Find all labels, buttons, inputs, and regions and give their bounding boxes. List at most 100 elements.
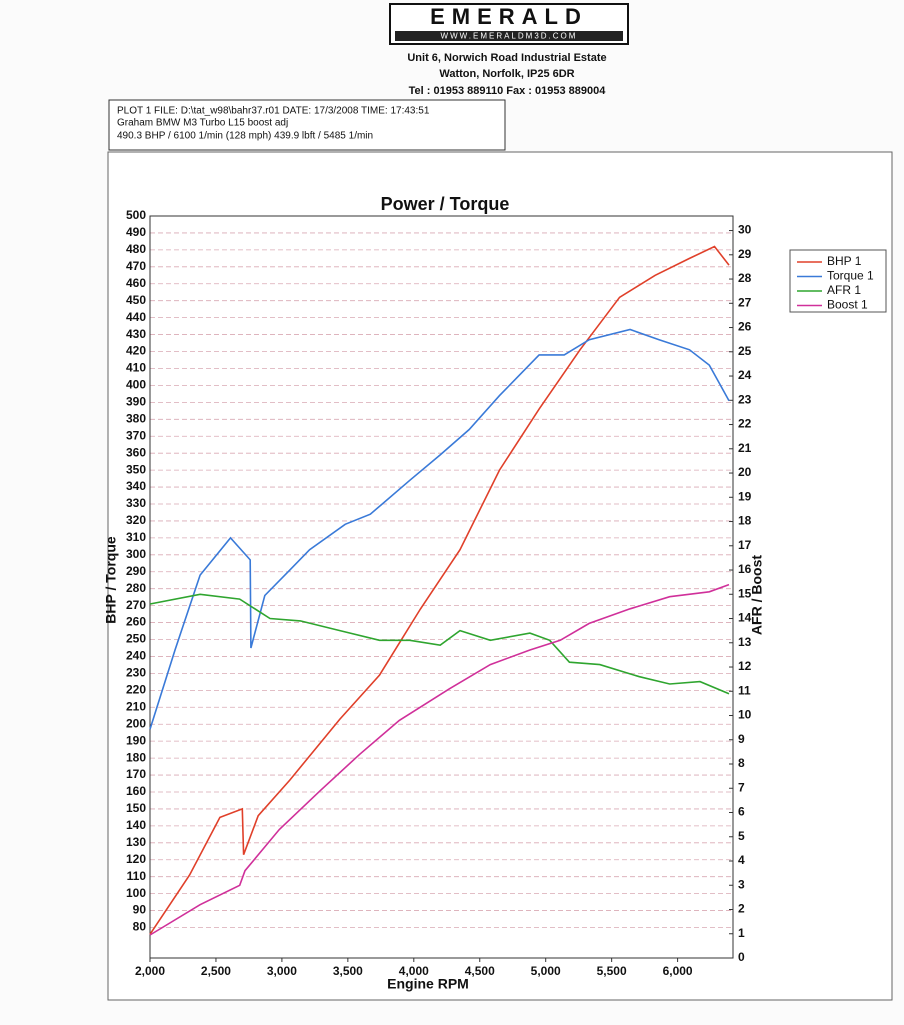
y2-tick-label: 5 [738, 829, 745, 843]
y2-tick-label: 25 [738, 344, 752, 358]
info-line: 490.3 BHP / 6100 1/min (128 mph) 439.9 l… [117, 131, 373, 142]
x-axis-label: Engine RPM [387, 976, 469, 992]
y-tick-label: 430 [126, 327, 146, 341]
y-tick-label: 120 [126, 852, 146, 866]
chart-frame [107, 151, 893, 1001]
y2-tick-label: 28 [738, 271, 752, 285]
y-tick-label: 340 [126, 479, 146, 493]
y-tick-label: 160 [126, 784, 146, 798]
x-tick-label: 3,500 [333, 964, 363, 978]
phone: Tel : 01953 889110 Fax : 01953 889004 [409, 85, 607, 97]
x-tick-label: 2,500 [201, 964, 231, 978]
y2-axis-label: AFR / Boost [749, 555, 765, 635]
y-tick-label: 200 [126, 716, 146, 730]
legend-label: Boost 1 [827, 298, 868, 312]
y2-tick-label: 14 [738, 611, 752, 625]
y2-tick-label: 15 [738, 586, 752, 600]
y2-tick-label: 8 [738, 756, 745, 770]
y2-tick-label: 10 [738, 708, 752, 722]
y-tick-label: 190 [126, 733, 146, 747]
y-tick-label: 100 [126, 886, 146, 900]
y-tick-label: 500 [126, 208, 146, 222]
y-tick-label: 220 [126, 683, 146, 697]
y-tick-label: 480 [126, 242, 146, 256]
y-tick-label: 440 [126, 310, 146, 324]
y-tick-label: 280 [126, 581, 146, 595]
info-box [108, 99, 506, 151]
y-tick-label: 290 [126, 564, 146, 578]
y2-tick-label: 9 [738, 732, 745, 746]
x-tick-label: 5,500 [597, 964, 627, 978]
x-tick-label: 2,000 [135, 964, 165, 978]
y-tick-label: 380 [126, 411, 146, 425]
y-tick-label: 360 [126, 445, 146, 459]
series-line [149, 583, 730, 936]
y2-tick-label: 19 [738, 489, 752, 503]
x-tick-label: 6,000 [663, 964, 693, 978]
y2-tick-label: 20 [738, 465, 752, 479]
y-tick-label: 210 [126, 699, 146, 713]
y-tick-label: 390 [126, 395, 146, 409]
y2-tick-label: 18 [738, 514, 752, 528]
web: WWW.EMERALDM3D.COM [441, 32, 578, 41]
y2-tick-label: 11 [738, 683, 751, 697]
brand: EMERALD [430, 4, 588, 29]
y2-tick-label: 13 [738, 635, 752, 649]
series-line [149, 593, 730, 695]
y-tick-label: 470 [126, 259, 146, 273]
info-line: Graham BMW M3 Turbo L15 boost adj [117, 118, 288, 129]
y2-tick-label: 2 [738, 902, 745, 916]
y2-tick-label: 3 [738, 877, 745, 891]
y-tick-label: 450 [126, 293, 146, 307]
x-tick-label: 5,000 [531, 964, 561, 978]
y-tick-label: 490 [126, 225, 146, 239]
plot-area [149, 215, 734, 959]
y-tick-label: 90 [133, 903, 147, 917]
y2-tick-label: 26 [738, 320, 752, 334]
y-tick-label: 330 [126, 496, 146, 510]
y2-tick-label: 12 [738, 659, 752, 673]
legend-label: BHP 1 [827, 254, 862, 268]
series-line [149, 245, 730, 935]
y2-tick-label: 1 [738, 926, 745, 940]
y-tick-label: 170 [126, 767, 146, 781]
y-tick-label: 180 [126, 750, 146, 764]
x-tick-label: 3,000 [267, 964, 297, 978]
y-tick-label: 460 [126, 276, 146, 290]
y-tick-label: 260 [126, 615, 146, 629]
y-tick-label: 320 [126, 513, 146, 527]
y-tick-label: 310 [126, 530, 146, 544]
y-tick-label: 400 [126, 378, 146, 392]
info-line: PLOT 1 FILE: D:\tat_w98\bahr37.r01 DATE:… [117, 106, 430, 117]
y-tick-label: 80 [133, 920, 147, 934]
y2-tick-label: 27 [738, 295, 752, 309]
y2-tick-label: 29 [738, 247, 752, 261]
y2-tick-label: 16 [738, 562, 752, 576]
y-tick-label: 240 [126, 649, 146, 663]
y-tick-label: 270 [126, 598, 146, 612]
web-strip [395, 31, 623, 41]
y2-tick-label: 23 [738, 392, 752, 406]
y-tick-label: 420 [126, 344, 146, 358]
chart-title: Power / Torque [381, 194, 510, 214]
series-line [149, 328, 730, 730]
legend [789, 249, 887, 313]
y-tick-label: 250 [126, 632, 146, 646]
address: Unit 6, Norwich Road Industrial Estate [407, 52, 606, 64]
y2-tick-label: 7 [738, 780, 745, 794]
legend-label: Torque 1 [827, 269, 874, 283]
y-tick-label: 230 [126, 666, 146, 680]
y-tick-label: 130 [126, 835, 146, 849]
y-axis-label: BHP / Torque [103, 536, 119, 624]
y2-tick-label: 0 [738, 950, 745, 964]
y-tick-label: 150 [126, 801, 146, 815]
x-tick-label: 4,500 [465, 964, 495, 978]
y-tick-label: 410 [126, 361, 146, 375]
address: Watton, Norfolk, IP25 6DR [439, 68, 574, 80]
y2-tick-label: 24 [738, 368, 752, 382]
y-tick-label: 350 [126, 462, 146, 476]
y2-tick-label: 6 [738, 805, 745, 819]
y2-tick-label: 21 [738, 441, 752, 455]
y2-tick-label: 17 [738, 538, 752, 552]
